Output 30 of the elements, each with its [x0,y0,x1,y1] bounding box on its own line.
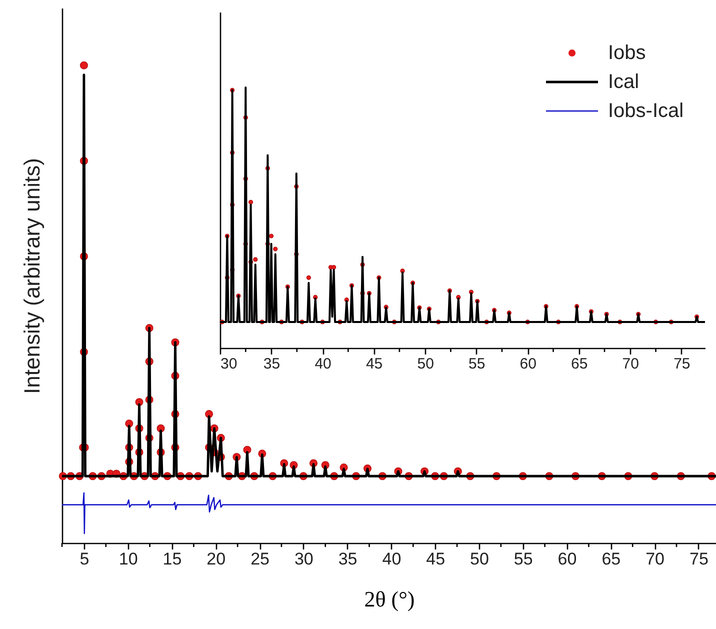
x-tick-label: 45 [426,550,446,568]
y-axis-title: Intensity (arbitrary units) [20,158,44,394]
x-tick-label: 60 [558,550,577,568]
x-tick-label: 40 [382,550,402,568]
x-tick-label: 65 [571,356,588,372]
x-tick-label: 70 [646,550,665,568]
legend-label: Iobs [608,42,646,64]
x-tick-label: 75 [689,550,708,568]
x-tick-label: 50 [417,356,434,372]
x-tick-label: 30 [294,550,314,568]
x-tick-label: 65 [602,550,621,568]
x-tick-label: 35 [338,550,358,568]
x-tick-label: 35 [263,356,280,372]
legend-label: Iobs-Ical [608,100,684,122]
x-tick-label: 60 [520,356,536,372]
x-tick-label: 30 [220,356,238,372]
x-tick-label: 40 [314,356,332,372]
legend-label: Ical [608,71,640,93]
x-tick-label: 10 [118,550,138,568]
x-tick-label: 20 [206,550,226,568]
x-tick-label: 45 [366,356,383,372]
x-axis-title: 2θ (°) [364,586,415,612]
x-tick-label: 15 [162,550,182,568]
x-tick-label: 70 [622,356,639,372]
x-tick-label: 5 [80,550,90,568]
x-tick-label: 55 [468,356,486,372]
x-tick-label: 55 [514,550,533,568]
x-tick-label: 50 [470,550,489,568]
x-tick-label: 25 [250,550,270,568]
x-tick-label: 75 [674,356,690,372]
